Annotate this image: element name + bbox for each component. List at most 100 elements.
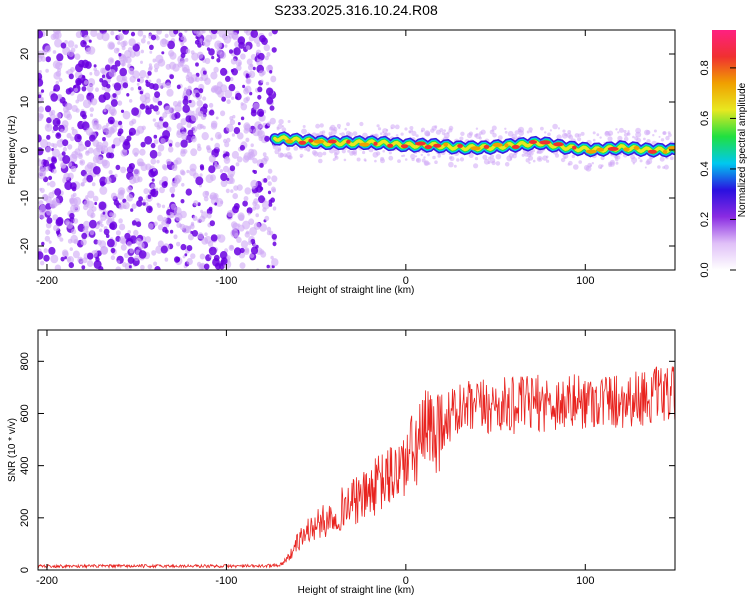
spectrogram-x-tick-label: 0 bbox=[403, 275, 409, 287]
noise-blob bbox=[215, 197, 224, 207]
snr-x-tick-label: -200 bbox=[36, 575, 58, 587]
noise-blob bbox=[67, 144, 73, 150]
noise-blob bbox=[91, 182, 96, 187]
halo-dot bbox=[504, 162, 510, 167]
noise-blob bbox=[187, 233, 194, 241]
halo-dot bbox=[278, 119, 284, 125]
halo-dot bbox=[668, 133, 672, 137]
noise-blob bbox=[147, 194, 152, 199]
noise-blob bbox=[230, 58, 237, 65]
snr-y-tick-label: 600 bbox=[19, 404, 31, 422]
noise-blob bbox=[102, 137, 106, 142]
noise-blob bbox=[60, 42, 67, 49]
noise-blob bbox=[166, 88, 174, 97]
noise-blob bbox=[80, 238, 87, 246]
noise-blob bbox=[214, 161, 218, 165]
noise-blob bbox=[223, 156, 231, 164]
signal-peak bbox=[662, 149, 668, 154]
noise-blob bbox=[242, 155, 250, 163]
noise-blob bbox=[270, 255, 274, 260]
noise-blob bbox=[182, 37, 187, 43]
noise-blob bbox=[198, 88, 204, 94]
halo-dot bbox=[453, 164, 457, 168]
noise-blob bbox=[180, 125, 185, 130]
noise-blob bbox=[129, 99, 133, 103]
noise-blob bbox=[192, 125, 198, 132]
halo-dot bbox=[561, 132, 568, 139]
noise-blob bbox=[69, 197, 75, 204]
noise-blob bbox=[187, 85, 192, 91]
noise-blob bbox=[52, 30, 61, 35]
halo-dot bbox=[344, 127, 348, 131]
noise-blob bbox=[223, 150, 226, 154]
noise-blob bbox=[180, 52, 186, 59]
noise-blob bbox=[262, 152, 267, 157]
noise-blob bbox=[176, 84, 181, 90]
noise-blob bbox=[245, 45, 251, 50]
snr-y-tick-label: 0 bbox=[19, 567, 31, 573]
noise-blob bbox=[71, 105, 78, 112]
noise-blob bbox=[201, 237, 209, 245]
spectrogram-x-tick-label: 100 bbox=[576, 275, 594, 287]
noise-blob bbox=[233, 203, 240, 210]
noise-blob bbox=[57, 94, 63, 100]
snr-y-tick-label: 200 bbox=[19, 509, 31, 527]
halo-dot bbox=[491, 160, 496, 166]
noise-blob bbox=[83, 34, 90, 42]
colorbar-tick-label: 0.4 bbox=[699, 161, 711, 176]
signal-peak bbox=[504, 143, 509, 148]
signal-peak bbox=[443, 142, 449, 147]
noise-blob bbox=[64, 181, 73, 191]
noise-blob bbox=[56, 133, 60, 137]
noise-blob bbox=[66, 132, 72, 139]
noise-blob bbox=[103, 228, 110, 236]
noise-blob bbox=[83, 80, 89, 85]
noise-blob bbox=[149, 50, 153, 54]
noise-blob bbox=[81, 59, 90, 69]
halo-dot bbox=[659, 156, 665, 162]
noise-blob bbox=[61, 151, 66, 156]
noise-blob bbox=[169, 186, 176, 194]
noise-blob bbox=[137, 241, 145, 250]
halo-dot bbox=[649, 156, 653, 160]
halo-dot bbox=[456, 158, 460, 162]
noise-blob bbox=[236, 184, 243, 191]
noise-blob bbox=[181, 182, 185, 187]
noise-blob bbox=[119, 135, 126, 143]
halo-dot bbox=[281, 125, 285, 128]
noise-blob bbox=[101, 74, 106, 79]
noise-blob bbox=[229, 173, 234, 179]
noise-blob bbox=[240, 240, 249, 249]
halo-dot bbox=[382, 128, 388, 134]
halo-dot bbox=[483, 158, 490, 165]
signal-peak bbox=[373, 141, 378, 146]
noise-blob bbox=[209, 254, 213, 258]
noise-blob bbox=[56, 139, 64, 148]
noise-blob bbox=[226, 137, 231, 143]
snr-y-tick-label: 400 bbox=[19, 456, 31, 474]
noise-blob bbox=[197, 30, 204, 36]
noise-blob bbox=[53, 84, 61, 92]
noise-blob bbox=[239, 262, 246, 269]
noise-blob bbox=[122, 55, 126, 59]
noise-blob bbox=[206, 213, 212, 219]
noise-blob bbox=[136, 200, 143, 207]
noise-blob bbox=[188, 99, 192, 104]
halo-dot bbox=[410, 153, 416, 160]
noise-blob bbox=[269, 105, 275, 111]
halo-dot bbox=[333, 152, 338, 157]
noise-blob bbox=[120, 41, 127, 48]
noise-blob bbox=[108, 57, 115, 64]
noise-blob bbox=[191, 223, 194, 227]
noise-blob bbox=[93, 67, 97, 72]
noise-blob bbox=[161, 164, 167, 170]
noise-blob bbox=[215, 86, 223, 95]
noise-blob bbox=[62, 146, 67, 152]
halo-dot bbox=[526, 130, 530, 134]
halo-dot bbox=[604, 131, 610, 137]
noise-blob bbox=[229, 165, 236, 172]
halo-dot bbox=[409, 126, 414, 130]
noise-blob bbox=[96, 250, 102, 257]
halo-dot bbox=[580, 131, 585, 136]
noise-blob bbox=[90, 98, 98, 106]
